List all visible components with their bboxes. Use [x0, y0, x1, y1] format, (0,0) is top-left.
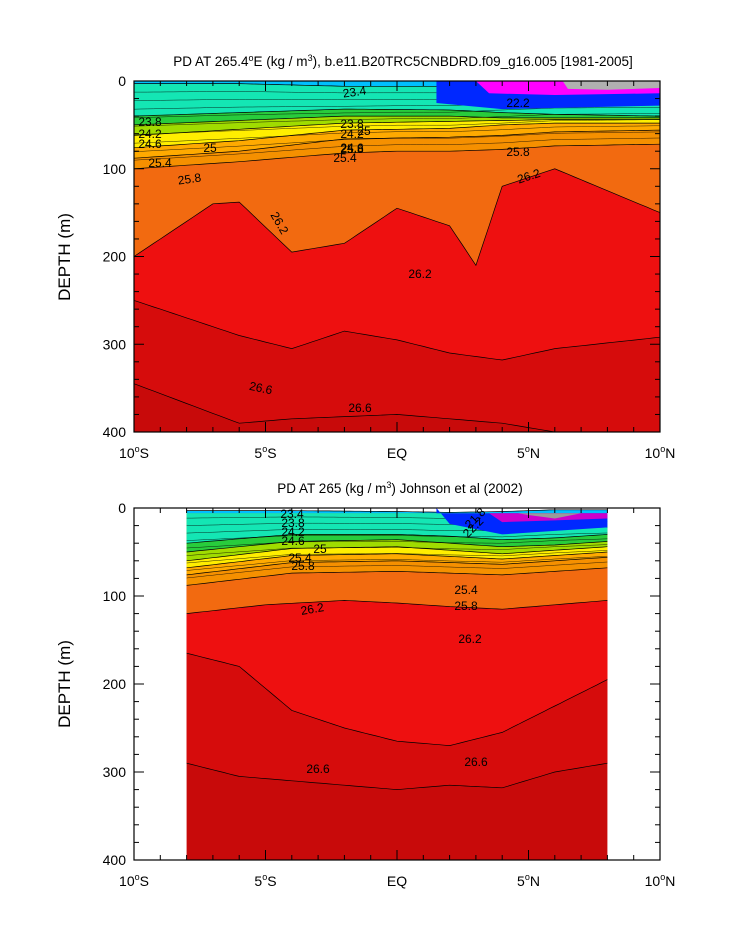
x-tick-label: 5oN — [517, 444, 540, 461]
contour-label: 24.2 — [138, 127, 162, 141]
x-tick-label: EQ — [387, 445, 407, 461]
chart-title-model: PD AT 265.4oE (kg / m3), b.e11.B20TRC5CN… — [173, 53, 633, 69]
contour-label: 26.2 — [515, 166, 542, 187]
contour-label: 25.4 — [454, 583, 478, 597]
y-ticks-observations: 0 100 200 300 400 — [103, 500, 660, 868]
x-ticks-model: 10oS 5oS EQ 5oN 10oN — [119, 81, 675, 461]
x-tick-label: 5oS — [254, 444, 276, 461]
contour-label: 26.6 — [306, 762, 330, 776]
y-tick-label: 300 — [103, 764, 127, 780]
contour-label: 24.2 — [281, 525, 305, 539]
contour-line-fine — [186, 561, 608, 579]
plot-area-observations: 23.423.824.224.62525.425.821.822.225.425… — [133, 505, 661, 861]
contour-label: 25.4 — [148, 156, 172, 170]
y-tick-label: 0 — [118, 73, 126, 89]
contour-label: 24.6 — [281, 534, 305, 548]
y-tick-label: 100 — [103, 161, 127, 177]
contour-line-fine — [186, 555, 608, 571]
x-tick-label: 10oN — [645, 872, 676, 889]
contour-line-25-8 — [186, 567, 608, 586]
contour-line-25 — [186, 551, 608, 569]
y-tick-label: 400 — [103, 852, 127, 868]
plot-area-model: 23.423.824.224.62525.425.826.226.623.824… — [133, 80, 661, 433]
chart-title-observations: PD AT 265 (kg / m3) Johnson et al (2002) — [277, 480, 522, 496]
y-axis-label-observations: DEPTH (m) — [55, 640, 74, 728]
contour-label: 24.2 — [340, 127, 364, 141]
x-tick-label: 5oN — [517, 872, 540, 889]
contour-label: 23.4 — [342, 83, 367, 100]
panel-observations: 23.423.824.224.62525.425.821.822.225.425… — [55, 480, 675, 889]
contour-label: 23.8 — [340, 117, 364, 131]
x-ticks-observations: 10oS 5oS EQ 5oN 10oN — [119, 508, 675, 889]
contour-line-23-8 — [133, 108, 661, 117]
y-tick-label: 200 — [103, 249, 127, 265]
contour-line-25 — [133, 122, 660, 149]
contour-label: 26.6 — [464, 755, 488, 769]
contour-line-25-4 — [186, 556, 608, 576]
panel-model: 23.423.824.224.62525.425.826.226.623.824… — [55, 53, 675, 461]
density-fill-gray-north — [517, 513, 582, 519]
contour-label: 26.6 — [348, 401, 372, 415]
contour-label: 26.2 — [300, 600, 326, 618]
contour-label: 25.8 — [291, 559, 315, 573]
contour-line-26-2 — [133, 168, 661, 267]
contour-line-fine — [133, 113, 660, 127]
x-tick-label: EQ — [387, 873, 407, 889]
contour-line-fine — [186, 544, 608, 556]
contour-label: 25 — [313, 542, 327, 556]
contour-line-fine — [133, 137, 661, 161]
contour-line-24-6 — [186, 546, 608, 562]
contour-line-fine — [186, 550, 608, 564]
contour-label: 25.8 — [177, 170, 202, 187]
contour-line-26-6 — [133, 300, 661, 361]
contour-line-26-2 — [186, 600, 608, 614]
contour-line-fine — [133, 119, 661, 135]
x-tick-label: 10oS — [119, 444, 149, 461]
contour-label: 25.4 — [333, 151, 357, 165]
contour-line-fine — [186, 538, 608, 549]
x-tick-label: 5oS — [254, 872, 276, 889]
y-tick-label: 400 — [103, 424, 127, 440]
contour-label: 23.4 — [280, 507, 304, 521]
contour-line-fine — [133, 107, 661, 118]
contour-line-26-6 — [186, 652, 608, 746]
density-fill-gray-north — [562, 81, 660, 90]
contour-line-fine — [133, 131, 661, 152]
contour-label: 25.4 — [288, 551, 312, 565]
contour-line-fine — [186, 532, 608, 541]
contour-label: 25 — [203, 141, 217, 155]
contour-label: 26.6 — [248, 379, 274, 398]
contour-line-24-2 — [133, 115, 660, 126]
contour-label: 22.2 — [506, 96, 530, 110]
y-tick-label: 300 — [103, 336, 127, 352]
contour-label: 26.2 — [408, 267, 432, 281]
contour-label: 25.8 — [454, 599, 478, 613]
y-tick-label: 0 — [118, 500, 126, 516]
contour-label: 25.8 — [506, 145, 530, 159]
y-ticks-model: 0 100 200 300 400 — [103, 73, 660, 440]
x-tick-label: 10oS — [119, 872, 149, 889]
y-axis-label-model: DEPTH (m) — [55, 213, 74, 301]
contour-line-fine — [133, 125, 660, 144]
y-tick-label: 200 — [103, 676, 127, 692]
contour-label: 24.6 — [340, 141, 364, 155]
contour-line-27 — [186, 762, 608, 790]
contour-label: 25.8 — [340, 142, 364, 156]
contour-label: 23.8 — [138, 115, 162, 129]
y-tick-label: 100 — [103, 588, 127, 604]
contour-line-24-6 — [133, 119, 660, 136]
contour-line-25-8 — [133, 143, 661, 170]
x-tick-label: 10oN — [645, 444, 676, 461]
contour-line-24-2 — [186, 539, 608, 553]
contour-label: 23.8 — [281, 516, 305, 530]
contour-label: 25 — [357, 124, 371, 138]
contour-label: 26.2 — [458, 632, 482, 646]
contour-label: 24.6 — [138, 137, 162, 151]
density-fill-lightest-north — [489, 513, 608, 523]
